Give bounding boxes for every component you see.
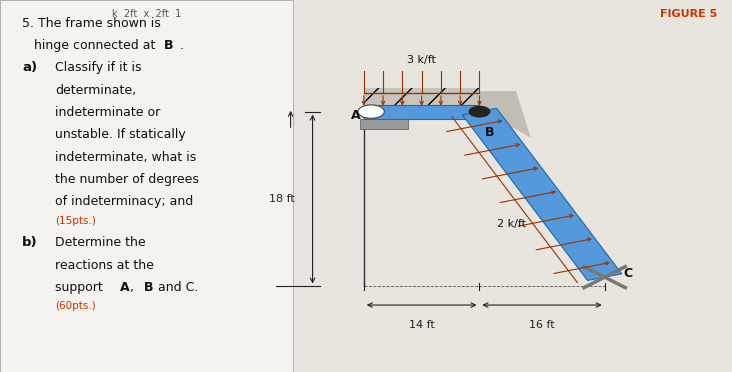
Text: k  2ft  x  2ft  1: k 2ft x 2ft 1 bbox=[112, 9, 181, 19]
Bar bbox=[360, 119, 408, 129]
Text: B: B bbox=[143, 281, 153, 294]
Polygon shape bbox=[463, 108, 621, 280]
Text: determinate,: determinate, bbox=[55, 84, 136, 97]
Text: support: support bbox=[55, 281, 107, 294]
Text: 14 ft: 14 ft bbox=[408, 320, 435, 330]
Text: 18 ft: 18 ft bbox=[269, 194, 294, 204]
Text: Determine the: Determine the bbox=[55, 236, 146, 249]
Text: Classify if it is: Classify if it is bbox=[55, 61, 141, 74]
Text: FIGURE 5: FIGURE 5 bbox=[660, 9, 717, 19]
Text: indeterminate, what is: indeterminate, what is bbox=[55, 151, 196, 164]
Text: (60pts.): (60pts.) bbox=[55, 301, 96, 311]
Text: and C.: and C. bbox=[154, 281, 198, 294]
Text: (15pts.): (15pts.) bbox=[55, 216, 96, 226]
Text: b): b) bbox=[22, 236, 37, 249]
Text: 5. The frame shown is: 5. The frame shown is bbox=[22, 17, 161, 30]
Text: indeterminate or: indeterminate or bbox=[55, 106, 160, 119]
Bar bbox=[364, 105, 479, 119]
Text: hinge connected at: hinge connected at bbox=[22, 39, 160, 52]
Circle shape bbox=[469, 106, 490, 117]
Text: .: . bbox=[179, 39, 183, 52]
Text: of indeterminacy; and: of indeterminacy; and bbox=[55, 195, 193, 208]
Text: a): a) bbox=[22, 61, 37, 74]
Text: C: C bbox=[623, 267, 632, 280]
Text: ,: , bbox=[130, 281, 138, 294]
Text: B: B bbox=[164, 39, 173, 52]
Text: A: A bbox=[120, 281, 130, 294]
Text: 3 k/ft: 3 k/ft bbox=[407, 55, 436, 65]
Text: unstable. If statically: unstable. If statically bbox=[55, 128, 186, 141]
Text: A: A bbox=[351, 109, 360, 122]
Text: 2 k/ft: 2 k/ft bbox=[497, 219, 526, 229]
Text: B: B bbox=[485, 126, 495, 140]
Text: reactions at the: reactions at the bbox=[55, 259, 154, 272]
Bar bbox=[364, 88, 479, 109]
Text: 16 ft: 16 ft bbox=[529, 320, 555, 330]
Polygon shape bbox=[479, 91, 531, 138]
Bar bbox=[0, 0, 293, 372]
Text: the number of degrees: the number of degrees bbox=[55, 173, 199, 186]
Circle shape bbox=[358, 105, 384, 118]
